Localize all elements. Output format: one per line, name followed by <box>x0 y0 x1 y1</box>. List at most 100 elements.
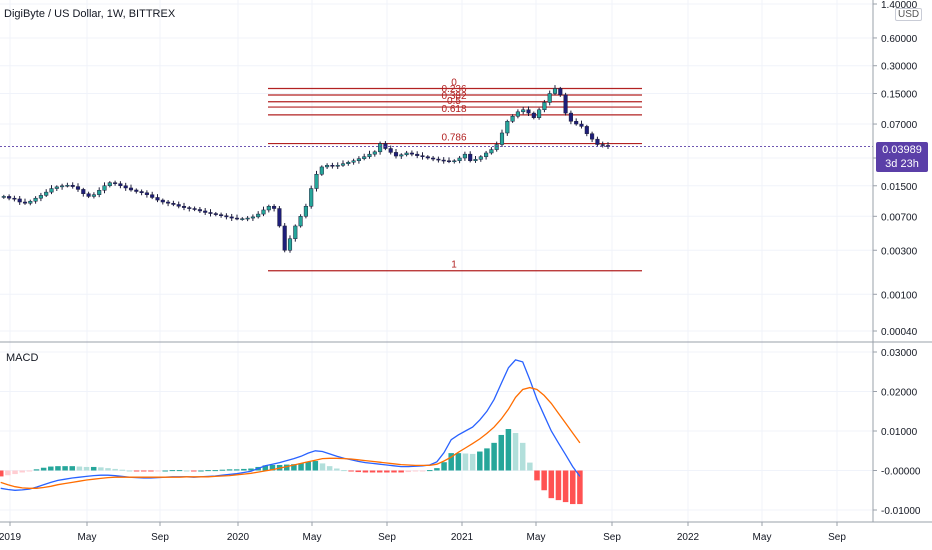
macd-histogram-bar <box>198 470 204 472</box>
macd-histogram-bar <box>26 470 33 472</box>
chart-title: DigiByte / US Dollar, 1W, BITTREX <box>4 8 176 20</box>
macd-tick-label: 0.03000 <box>881 348 918 359</box>
macd-histogram-bar <box>48 466 54 471</box>
macd-label: MACD <box>6 352 39 364</box>
macd-histogram-bar <box>491 442 497 471</box>
macd-histogram-bar <box>141 470 147 472</box>
candle-body <box>1 196 6 198</box>
macd-histogram-bar <box>219 469 226 471</box>
candle-body <box>515 111 520 117</box>
macd-histogram-bar <box>448 453 454 471</box>
candle-body <box>558 88 563 96</box>
macd-histogram-bar <box>376 470 383 473</box>
macd-histogram-bar <box>76 466 83 471</box>
price-tick-label: 0.15000 <box>881 90 918 101</box>
candle-body <box>75 186 81 190</box>
candle-body <box>393 152 399 157</box>
price-tick-label: 0.01500 <box>881 182 918 193</box>
currency-badge[interactable]: USD <box>895 8 923 21</box>
candle-body <box>372 151 377 155</box>
macd-histogram-bar <box>169 470 176 472</box>
macd-histogram-bar <box>419 470 426 472</box>
candle-body <box>314 173 319 189</box>
macd-histogram-bar <box>505 429 512 471</box>
candle-body <box>128 187 134 191</box>
macd-histogram-bar <box>527 462 533 471</box>
macd-histogram-bar <box>434 468 440 471</box>
candle-body <box>309 188 314 207</box>
candle-body <box>568 112 573 122</box>
time-tick-label: Sep <box>151 532 169 543</box>
macd-histogram-bar <box>112 468 118 471</box>
price-tick-label: 0.60000 <box>881 34 918 45</box>
candle-body <box>579 123 584 127</box>
macd-histogram-bar <box>319 463 326 471</box>
candle-body <box>171 202 176 205</box>
time-tick-label: May <box>303 532 322 543</box>
macd-histogram-bar <box>119 469 126 471</box>
macd-histogram-bar <box>162 470 168 472</box>
candle-body <box>17 198 22 203</box>
price-tick-label: 0.30000 <box>881 62 918 73</box>
candle-body <box>250 216 255 219</box>
macd-histogram-bar <box>326 466 333 471</box>
candle-body <box>134 189 139 192</box>
gridlines <box>0 0 873 522</box>
macd-histogram-bar <box>191 470 197 472</box>
macd-histogram-bar <box>40 467 47 471</box>
candle-body <box>436 158 441 161</box>
macd-histogram-bar <box>541 470 547 491</box>
candlestick-series <box>0 85 873 253</box>
macd-histogram-bar <box>126 470 133 472</box>
candle-body <box>187 207 192 209</box>
time-tick-label: 2022 <box>677 532 700 543</box>
candle-body <box>574 121 579 125</box>
price-tick-label: 0.07000 <box>881 120 918 131</box>
macd-histogram-bar <box>519 442 526 471</box>
candle-body <box>70 184 75 187</box>
time-tick-label: Sep <box>378 532 396 543</box>
macd-line <box>0 359 581 491</box>
candle-body <box>494 144 499 150</box>
candle-body <box>521 109 526 113</box>
candle-body <box>552 88 558 94</box>
candle-body <box>505 121 510 134</box>
candle-body <box>531 112 536 118</box>
candle-body <box>367 153 372 157</box>
candle-body <box>81 189 86 194</box>
last-price-value: 0.03989 <box>882 144 922 156</box>
candle-body <box>420 155 425 157</box>
candle-body <box>563 94 568 114</box>
candle-body <box>462 153 467 159</box>
candle-body <box>542 102 547 110</box>
candle-body <box>44 191 49 196</box>
candle-body <box>452 160 457 163</box>
macd-histogram-bar <box>284 464 290 471</box>
candle-body <box>107 182 112 187</box>
macd-histogram-bar <box>355 470 361 473</box>
macd-histogram-bar <box>90 466 97 471</box>
macd-histogram-bar <box>212 470 218 472</box>
candle-body <box>595 138 600 145</box>
candle-body <box>340 163 346 166</box>
macd-histogram-bar <box>512 432 519 471</box>
candle-body <box>91 194 96 197</box>
macd-histogram-bar <box>83 466 90 471</box>
candle-body <box>404 152 409 156</box>
macd-histogram-bar <box>62 466 68 471</box>
macd-tick-label: 0.01000 <box>881 427 918 438</box>
candle-body <box>399 154 404 157</box>
candle-body <box>293 225 298 239</box>
macd-histogram-bar <box>462 453 469 471</box>
candle-body <box>22 201 28 204</box>
fib-level-label: 0 <box>451 77 457 88</box>
macd-tick-label: 0.02000 <box>881 388 918 399</box>
signal-line <box>0 386 581 489</box>
candle-body <box>489 149 494 154</box>
candle-body <box>256 213 261 218</box>
macd-histogram-bar <box>577 470 583 505</box>
macd-histogram-bar <box>98 467 104 471</box>
